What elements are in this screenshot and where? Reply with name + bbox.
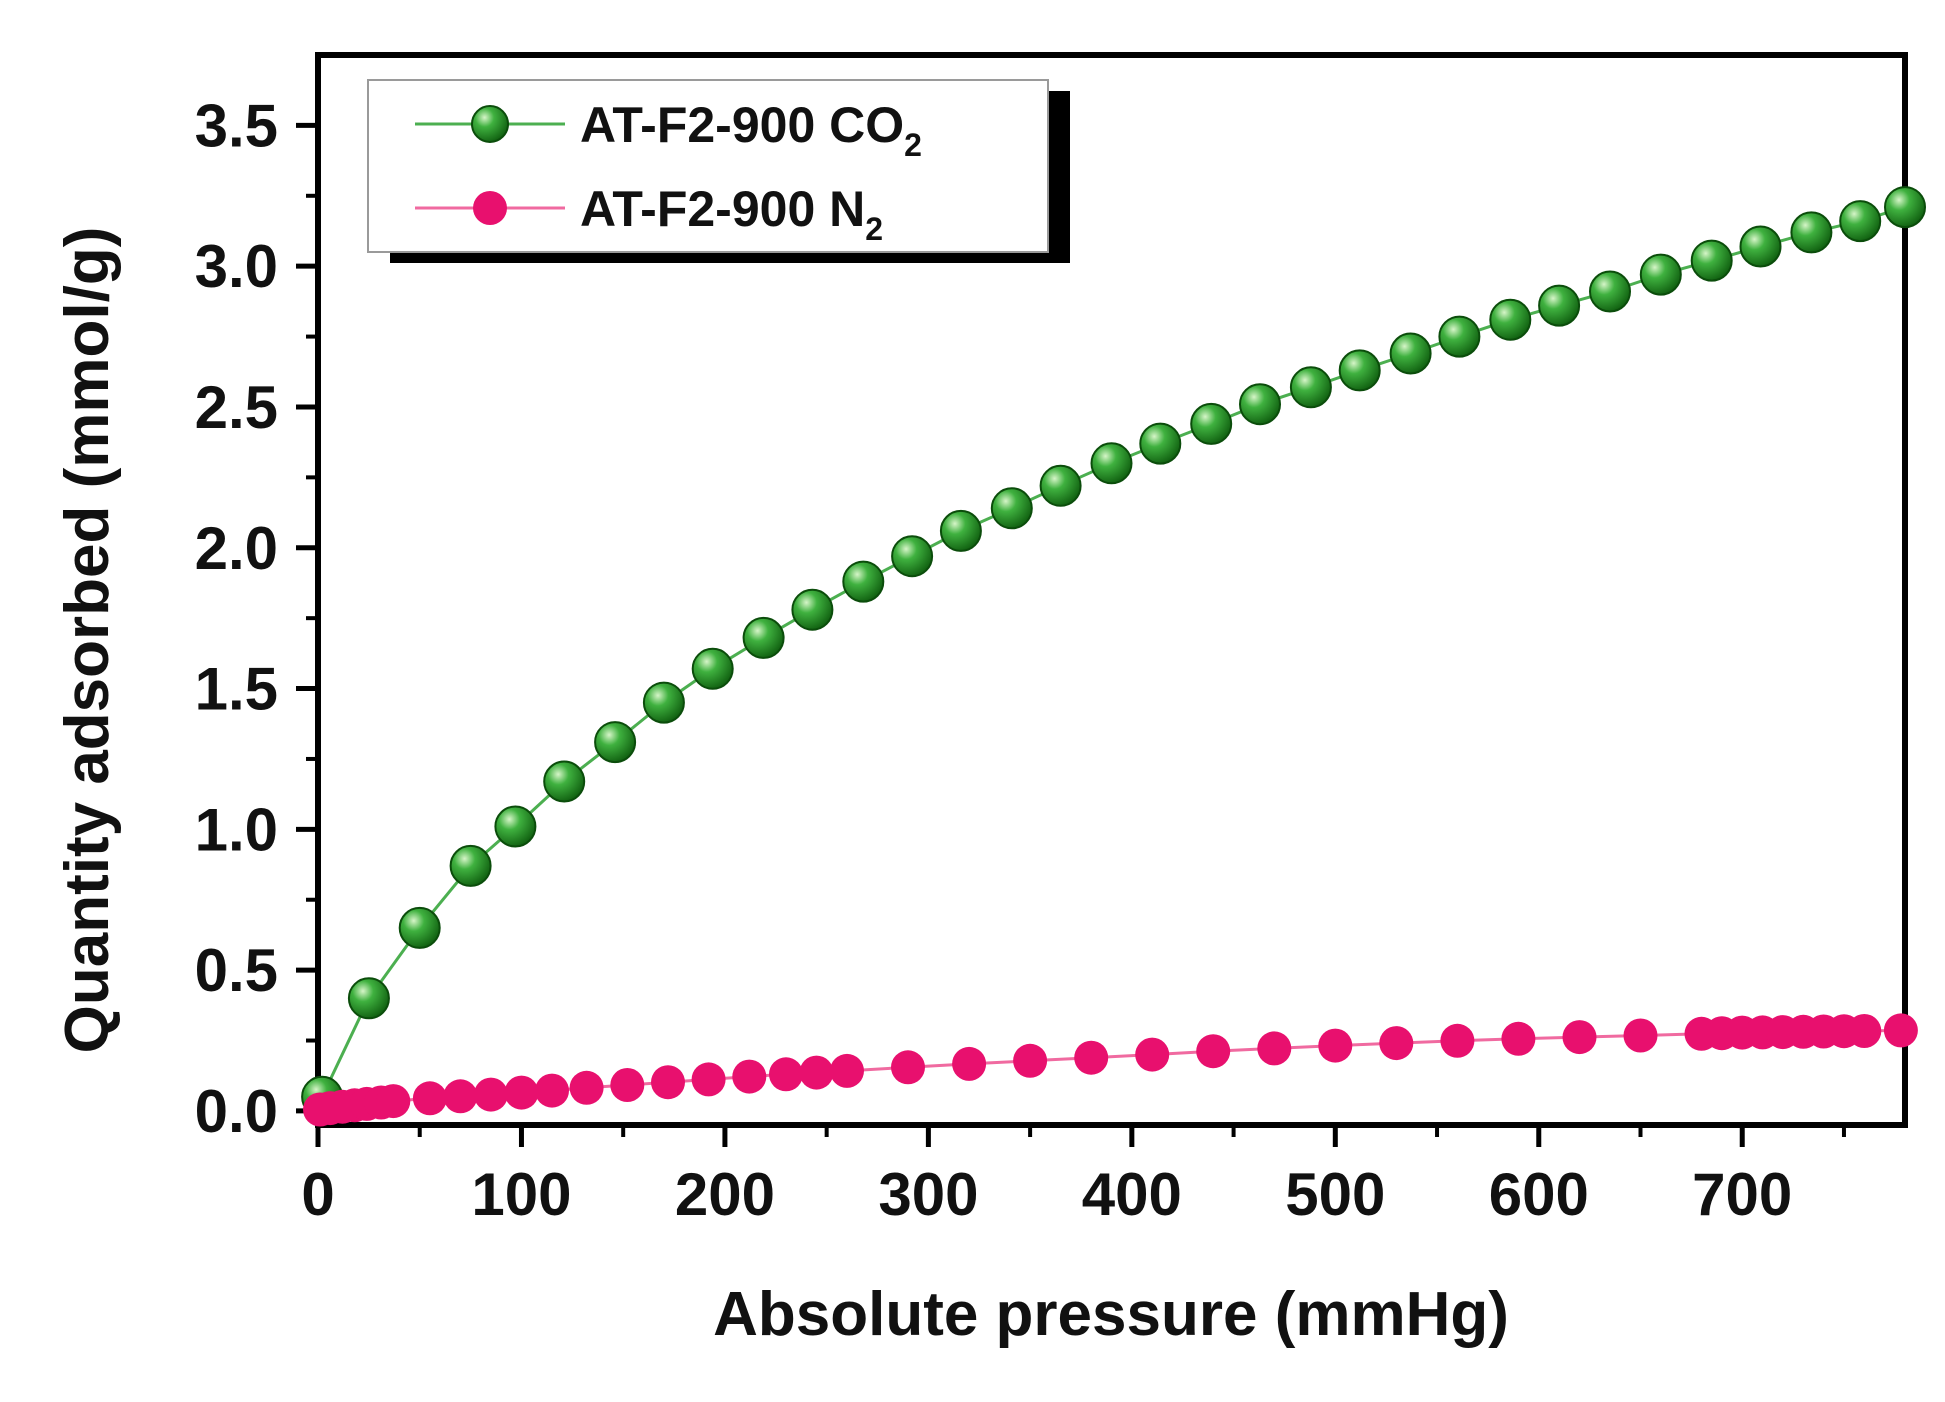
plot-area-border bbox=[315, 52, 1908, 1128]
series-n2-point bbox=[1318, 1028, 1353, 1063]
series-co2-point bbox=[1190, 402, 1233, 445]
series-co2-point bbox=[1139, 422, 1182, 465]
series-n2-point bbox=[1501, 1021, 1536, 1056]
series-co2-point bbox=[1389, 332, 1432, 375]
series-co2-point bbox=[742, 616, 785, 659]
legend-n2-label: AT-F2-900 N2 bbox=[580, 181, 883, 247]
y-tick-label: 3.5 bbox=[195, 92, 278, 159]
y-tick-label: 1.0 bbox=[195, 796, 278, 863]
series-n2-point bbox=[1196, 1034, 1231, 1069]
series-co2-point bbox=[1739, 225, 1782, 268]
series-n2-point bbox=[1013, 1043, 1048, 1078]
series-co2-point bbox=[1839, 200, 1882, 243]
series-co2-point bbox=[791, 588, 834, 631]
y-tick-label: 2.0 bbox=[195, 515, 278, 582]
series-layer bbox=[301, 186, 1926, 1127]
legend-co2-label: AT-F2-900 CO2 bbox=[580, 97, 922, 163]
series-n2-point bbox=[569, 1070, 604, 1105]
series-co2-point bbox=[939, 509, 982, 552]
series-co2-point bbox=[1489, 298, 1532, 341]
x-tick-label: 300 bbox=[878, 1161, 978, 1228]
series-n2-point bbox=[732, 1059, 767, 1094]
series-n2-point bbox=[1883, 1013, 1918, 1048]
series-co2-point bbox=[594, 721, 637, 764]
series-n2-point bbox=[1135, 1037, 1170, 1072]
series-co2-point bbox=[1039, 464, 1082, 507]
series-n2-point bbox=[769, 1057, 803, 1092]
plot-frame bbox=[315, 52, 1908, 1128]
x-tick-label: 200 bbox=[675, 1161, 775, 1228]
series-n2-point bbox=[473, 1077, 508, 1112]
series-co2-point bbox=[990, 487, 1033, 530]
series-n2-point bbox=[1562, 1020, 1597, 1055]
series-co2-point bbox=[1338, 349, 1381, 392]
series-co2-point bbox=[1589, 270, 1631, 313]
y-tick-label: 0.0 bbox=[195, 1078, 278, 1145]
x-tick-label: 500 bbox=[1285, 1161, 1385, 1228]
y-tick-label: 2.5 bbox=[195, 374, 278, 441]
series-n2-point bbox=[1440, 1023, 1475, 1058]
series-co2-point bbox=[1639, 253, 1682, 296]
series-co2-point bbox=[1790, 211, 1833, 254]
series-co2-point bbox=[1239, 383, 1281, 426]
series-co2-point bbox=[543, 760, 586, 803]
series-n2-point bbox=[651, 1065, 685, 1100]
x-axis-ticks: 0 100 200 300 400 500 600 700 bbox=[301, 1125, 1846, 1228]
series-co2-point bbox=[1438, 315, 1481, 358]
legend-n2-marker bbox=[473, 191, 507, 225]
series-n2-point bbox=[799, 1055, 834, 1090]
series-co2-point bbox=[449, 844, 492, 887]
series-n2-point bbox=[952, 1046, 987, 1081]
series-n2-point bbox=[1847, 1014, 1882, 1048]
y-axis-label: Quantity adsorbed (mmol/g) bbox=[53, 227, 122, 1054]
series-n2-point bbox=[891, 1050, 925, 1085]
series-co2-point bbox=[842, 560, 885, 603]
x-tick-label: 0 bbox=[301, 1161, 334, 1228]
series-n2-point bbox=[504, 1075, 539, 1110]
series-n2-point bbox=[1379, 1026, 1414, 1061]
series-n2-point bbox=[1074, 1040, 1109, 1075]
series-co2-point bbox=[1090, 442, 1133, 485]
x-axis-label: Absolute pressure (mmHg) bbox=[713, 1280, 1509, 1349]
series-co2-point bbox=[1538, 284, 1581, 327]
series-co2-point bbox=[642, 681, 685, 724]
series-co2-point bbox=[1884, 186, 1926, 229]
series-co2-point bbox=[347, 977, 390, 1020]
series-co2-point bbox=[891, 535, 934, 578]
series-co2-point bbox=[1289, 366, 1332, 409]
y-tick-label: 1.5 bbox=[195, 656, 278, 723]
series-co2-point bbox=[1690, 239, 1733, 282]
series-co2-point bbox=[494, 805, 537, 848]
legend: AT-F2-900 CO2 AT-F2-900 N2 bbox=[367, 79, 1070, 263]
y-tick-label: 3.0 bbox=[195, 233, 278, 300]
series-n2-point bbox=[691, 1062, 726, 1097]
series-n2-point bbox=[535, 1073, 569, 1108]
series-n2-point bbox=[610, 1068, 645, 1102]
series-n2-point bbox=[1623, 1018, 1658, 1053]
x-tick-label: 100 bbox=[471, 1161, 571, 1228]
series-n2-point bbox=[830, 1053, 864, 1088]
series-co2-point bbox=[691, 647, 734, 690]
series-n2-point bbox=[1257, 1031, 1292, 1066]
series-n2-point bbox=[443, 1079, 478, 1114]
y-tick-label: 0.5 bbox=[195, 937, 278, 1004]
series-co2-point bbox=[398, 906, 441, 949]
series-co2-line bbox=[320, 205, 1906, 1098]
y-axis-ticks: 0.0 0.5 1.0 1.5 2.0 2.5 3.0 3.5 bbox=[195, 92, 318, 1145]
x-tick-label: 400 bbox=[1082, 1161, 1182, 1228]
legend-co2-marker bbox=[471, 105, 509, 143]
x-tick-label: 700 bbox=[1692, 1161, 1792, 1228]
series-n2-point bbox=[412, 1081, 447, 1116]
series-n2-point bbox=[376, 1084, 411, 1119]
x-tick-label: 600 bbox=[1489, 1161, 1589, 1228]
